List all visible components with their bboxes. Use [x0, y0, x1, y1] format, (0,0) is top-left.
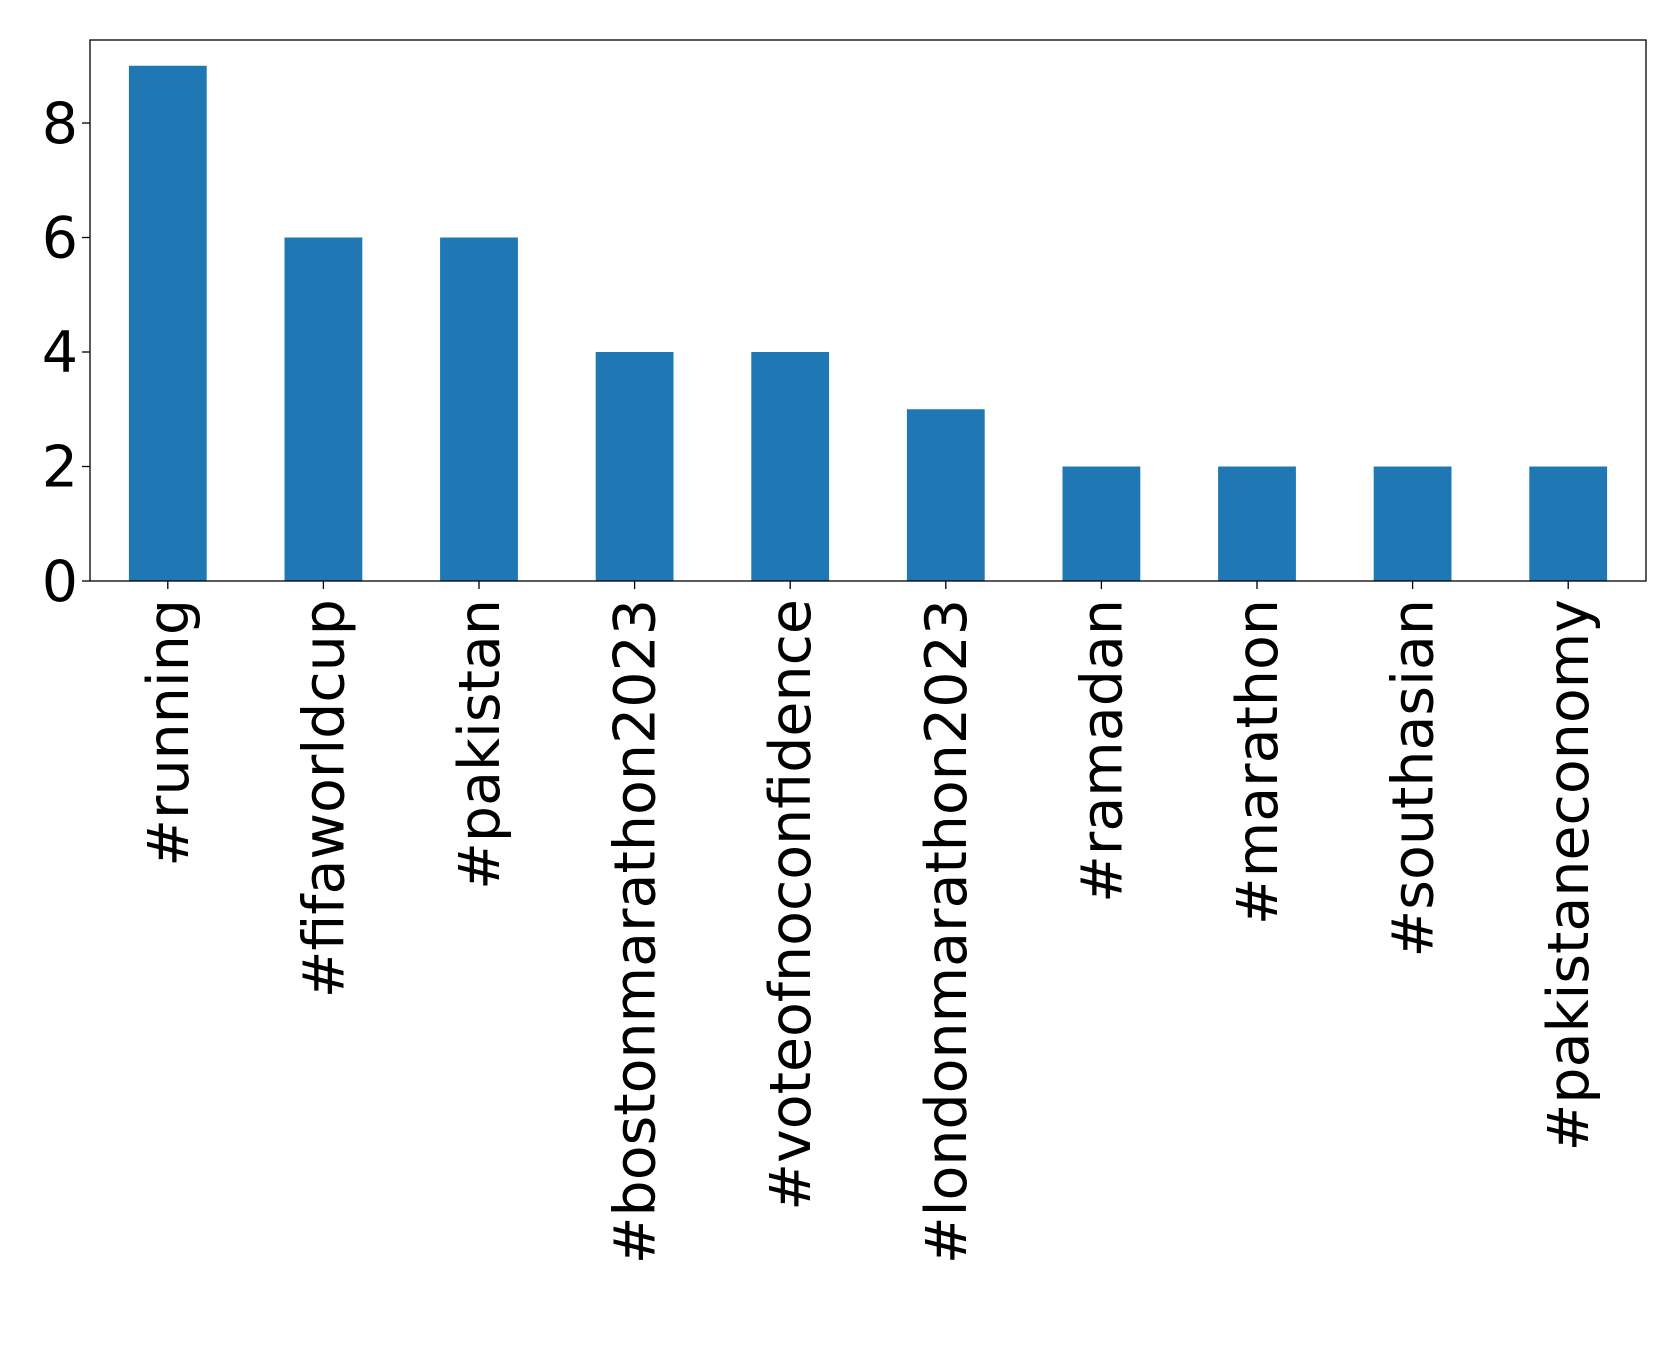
x-tick-label: #pakistan	[447, 599, 513, 890]
bar-marathon	[1218, 466, 1296, 581]
bar-pakistan	[440, 237, 518, 581]
x-tick-label: #marathon	[1225, 599, 1291, 925]
bar-running	[128, 65, 207, 581]
y-tick-label: 2	[42, 435, 78, 501]
x-tick-label: #londonmarathon2023	[914, 599, 980, 1264]
y-tick-label: 8	[42, 91, 78, 157]
x-axis: #running #fifaworldcup #pakistan #bostonmar…	[136, 581, 1602, 1264]
x-tick-label: #southasian	[1381, 599, 1447, 957]
bar-bostonmarathon2023	[595, 352, 674, 581]
x-tick-label: #fifaworldcup	[291, 599, 357, 998]
bar-voteofnoconfidence	[751, 352, 830, 581]
bar-pakistaneconomy	[1529, 466, 1608, 581]
bar-ramadan	[1062, 466, 1141, 581]
x-tick-label: #running	[136, 599, 202, 867]
y-tick-label: 0	[42, 549, 78, 615]
bars-group	[128, 65, 1608, 581]
y-tick-label: 4	[42, 320, 78, 386]
y-tick-label: 6	[42, 206, 78, 272]
bar-londonmarathon2023	[906, 409, 985, 581]
x-tick-label: #voteofnoconfidence	[758, 599, 824, 1211]
x-tick-label: #pakistaneconomy	[1536, 599, 1602, 1151]
y-axis: 0 2 4 6 8	[42, 91, 90, 615]
bar-southasian	[1373, 466, 1452, 581]
x-tick-label: #bostonmarathon2023	[603, 599, 669, 1264]
bar-fifaworldcup	[284, 237, 363, 581]
x-tick-label: #ramadan	[1069, 599, 1135, 903]
plot-area-frame	[89, 39, 1647, 582]
